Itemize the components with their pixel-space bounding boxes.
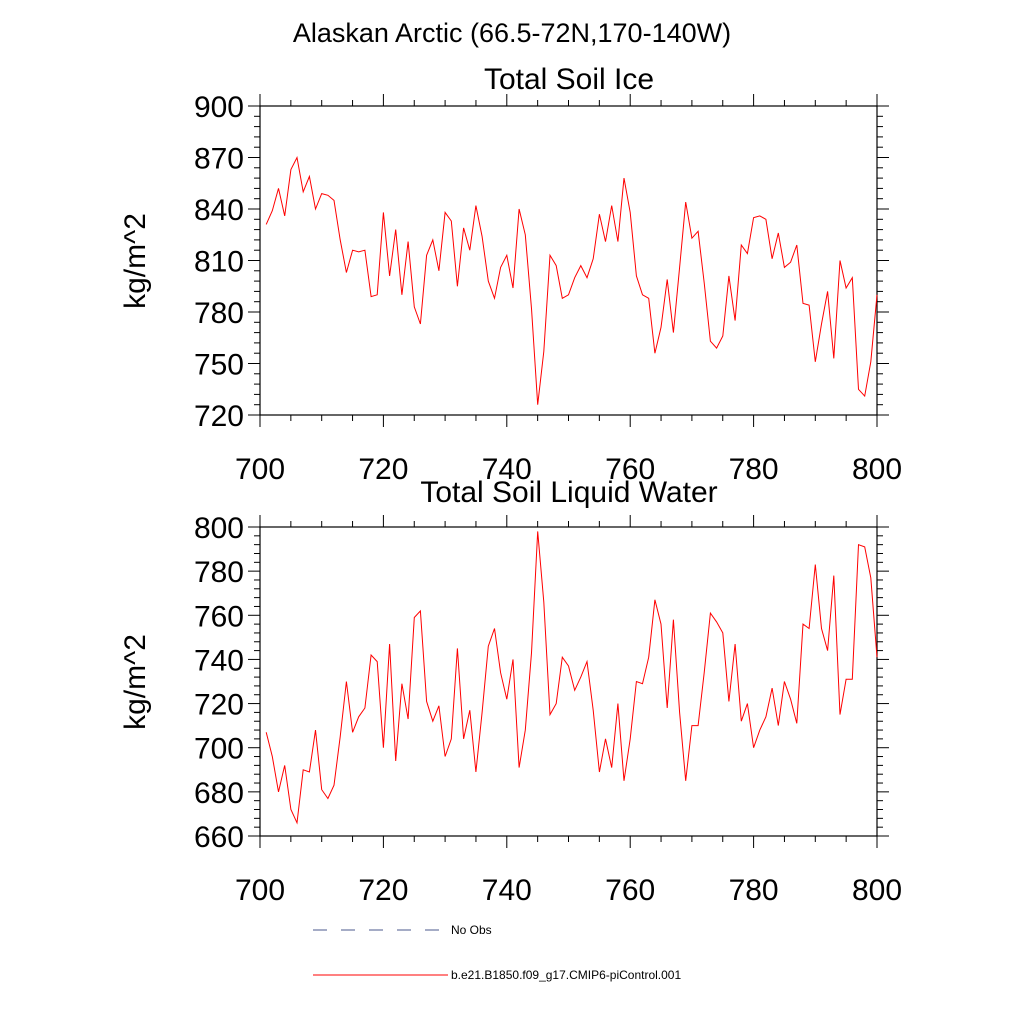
- x-tick-labels: 700 720 740 760 780 800: [235, 874, 902, 907]
- legend: No Obs b.e21.B1850.f09_g17.CMIP6-piContr…: [313, 923, 681, 982]
- y-tick-label: 900: [194, 91, 244, 124]
- legend-item-no-obs: No Obs: [313, 923, 492, 937]
- legend-item-model: b.e21.B1850.f09_g17.CMIP6-piControl.001: [313, 968, 681, 982]
- x-tick-label: 780: [729, 874, 779, 907]
- y-tick-label: 800: [194, 512, 244, 545]
- legend-label: b.e21.B1850.f09_g17.CMIP6-piControl.001: [451, 968, 681, 982]
- x-tick-label: 760: [605, 453, 655, 486]
- x-tick-label: 740: [482, 874, 532, 907]
- axis-ticks: [248, 515, 889, 848]
- panel-title: Total Soil Liquid Water: [420, 476, 717, 509]
- x-tick-label: 800: [852, 874, 902, 907]
- y-tick-label: 780: [194, 297, 244, 330]
- series-line-model: [265, 155, 878, 405]
- panel-total-soil-ice: Total Soil Ice kg/m^2 720 750 780 810 840 870…: [119, 63, 902, 486]
- x-tick-label: 760: [605, 874, 655, 907]
- y-tick-label: 740: [194, 644, 244, 677]
- y-tick-label: 760: [194, 600, 244, 633]
- x-tick-label: 700: [235, 453, 285, 486]
- x-tick-label: 800: [852, 453, 902, 486]
- figure-supertitle: Alaskan Arctic (66.5-72N,170-140W): [293, 18, 731, 48]
- plot-frame: [259, 105, 878, 416]
- series-group: [265, 531, 878, 825]
- legend-label: No Obs: [451, 923, 492, 937]
- y-tick-label: 870: [194, 143, 244, 176]
- y-tick-label: 700: [194, 733, 244, 766]
- y-tick-label: 780: [194, 556, 244, 589]
- series-line-model: [265, 531, 878, 825]
- x-tick-label: 780: [729, 453, 779, 486]
- y-tick-label: 750: [194, 349, 244, 382]
- y-tick-label: 840: [194, 194, 244, 227]
- y-axis-label: kg/m^2: [119, 634, 152, 730]
- y-tick-label: 660: [194, 821, 244, 854]
- series-group: [265, 155, 878, 405]
- axis-ticks: [248, 94, 889, 427]
- x-tick-label: 700: [235, 874, 285, 907]
- x-tick-label: 720: [358, 874, 408, 907]
- panel-total-soil-liquid-water: Total Soil Liquid Water kg/m^2 660 680 700…: [119, 476, 902, 907]
- x-tick-label: 740: [482, 453, 532, 486]
- y-tick-label: 720: [194, 689, 244, 722]
- y-tick-label: 680: [194, 777, 244, 810]
- x-tick-label: 720: [358, 453, 408, 486]
- y-tick-labels: 660 680 700 720 740 760 780 800: [194, 512, 244, 854]
- panel-title: Total Soil Ice: [484, 63, 654, 96]
- y-tick-label: 810: [194, 246, 244, 279]
- y-tick-label: 720: [194, 400, 244, 433]
- y-tick-labels: 720 750 780 810 840 870 900: [194, 91, 244, 433]
- x-tick-labels: 700 720 740 760 780 800: [235, 453, 902, 486]
- y-axis-label: kg/m^2: [119, 213, 152, 309]
